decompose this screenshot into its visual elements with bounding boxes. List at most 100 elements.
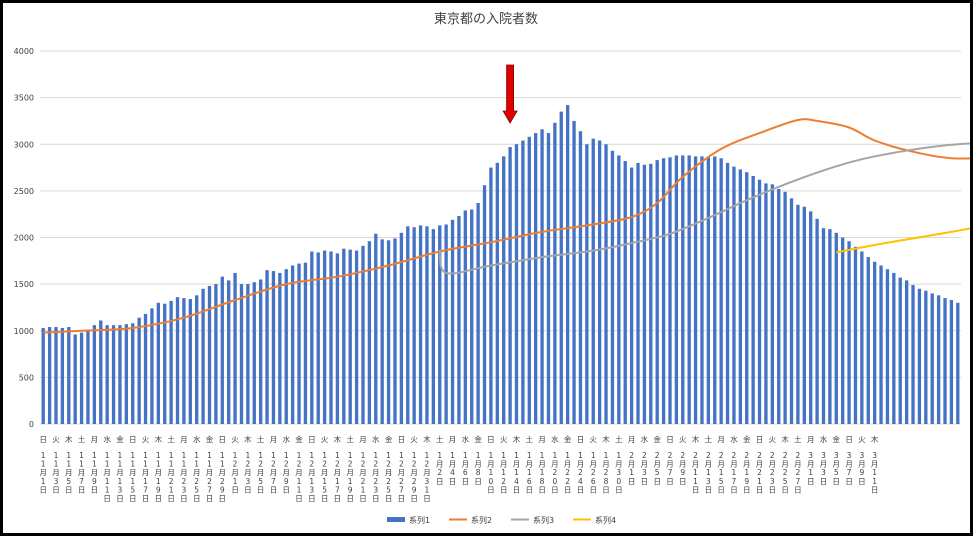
bar (623, 161, 627, 424)
x-tick-weekday: 日 (129, 435, 137, 444)
bar (943, 298, 947, 424)
series-line (43, 118, 970, 334)
bar (757, 179, 762, 424)
x-tick-weekday: 水 (730, 434, 738, 444)
bar (700, 156, 704, 424)
x-tick-weekday: 金 (653, 434, 661, 444)
bar (67, 327, 71, 424)
bar (674, 155, 679, 424)
bar (841, 237, 845, 424)
legend-label: 系列1 (409, 515, 430, 525)
bar (342, 248, 346, 424)
bar (649, 163, 653, 424)
bar (681, 155, 685, 424)
bar (725, 162, 730, 424)
bar (271, 271, 276, 424)
y-tick-label: 3500 (14, 94, 34, 103)
x-tick-weekday: 日 (398, 435, 406, 444)
x-tick-weekday: 土 (257, 434, 265, 444)
x-tick-weekday: 日 (219, 435, 227, 444)
bar (815, 218, 819, 424)
bar (207, 285, 212, 424)
bar (386, 240, 391, 424)
bar (374, 233, 378, 424)
x-tick-weekday: 火 (589, 435, 597, 444)
x-tick-weekday: 土 (78, 434, 86, 444)
bar (745, 172, 749, 424)
bar (853, 246, 858, 424)
bar (956, 302, 960, 424)
bar (470, 209, 474, 424)
y-tick-label: 500 (19, 373, 34, 382)
x-tick-weekday: 日 (666, 435, 674, 444)
bar (316, 252, 320, 424)
bar (233, 272, 237, 424)
bar (348, 249, 352, 424)
bar (124, 324, 129, 424)
bar (111, 325, 116, 424)
bar (73, 334, 77, 424)
bar (578, 131, 583, 424)
bar (949, 299, 954, 424)
bar (322, 250, 327, 424)
bar (335, 253, 340, 424)
bar (195, 295, 199, 424)
bar (514, 144, 519, 424)
x-tick-weekday: 木 (513, 434, 521, 444)
x-tick-weekday: 火 (679, 435, 687, 444)
bar (54, 327, 58, 424)
x-tick-weekday: 火 (231, 435, 239, 444)
bar (105, 325, 109, 424)
legend-swatch (387, 517, 405, 522)
bar (79, 332, 84, 424)
bar (521, 140, 525, 424)
bar (661, 158, 666, 425)
x-tick-weekday: 火 (321, 435, 329, 444)
bar (444, 224, 448, 424)
bar (713, 156, 717, 424)
legend-label: 系列4 (595, 515, 616, 525)
bar (303, 262, 308, 424)
x-tick-weekday: 月 (449, 435, 457, 444)
bar (917, 288, 922, 424)
x-tick-weekday: 水 (641, 434, 649, 444)
bar (904, 280, 909, 424)
bar (834, 232, 838, 424)
bar (534, 133, 538, 424)
bar (495, 162, 499, 424)
bar (777, 189, 781, 424)
bar (892, 272, 896, 424)
x-tick-weekday: 土 (705, 434, 713, 444)
bar (284, 269, 288, 424)
x-tick-weekday: 土 (167, 434, 175, 444)
bar (246, 284, 250, 424)
bar (175, 297, 180, 424)
bar (258, 279, 263, 424)
bar (565, 105, 570, 425)
bar (393, 238, 397, 424)
x-tick-weekday: 水 (103, 434, 111, 444)
bar (188, 299, 192, 424)
